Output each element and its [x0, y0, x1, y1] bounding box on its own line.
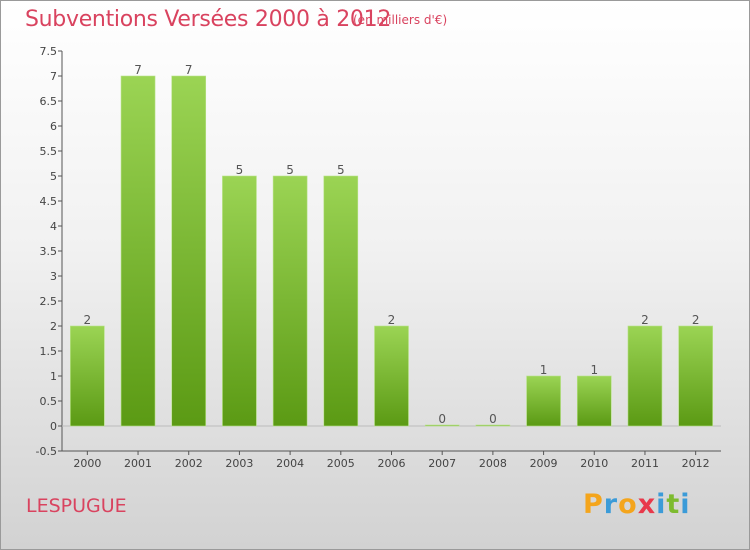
x-tick-label: 2002 — [175, 457, 203, 470]
bar — [272, 175, 308, 427]
bar — [171, 75, 207, 427]
y-tick-label: 6.5 — [40, 95, 58, 108]
bar — [323, 175, 359, 427]
logo-letter: o — [618, 489, 638, 520]
y-tick-label: 0.5 — [40, 395, 58, 408]
bar — [222, 175, 257, 427]
y-tick-label: 1 — [50, 370, 57, 383]
bar — [475, 424, 511, 427]
bar — [374, 325, 409, 427]
bar — [526, 375, 561, 427]
logo-letter: i — [680, 489, 691, 520]
bar-value-label: 7 — [134, 63, 142, 77]
chart-subtitle: (en milliers d'€) — [353, 13, 448, 27]
y-tick-label: -0.5 — [36, 445, 57, 458]
x-tick-label: 2011 — [631, 457, 659, 470]
chart-axes: -0.5 0 0.5 1 1.5 2 2.5 3 3.5 4 4.5 5 5.5 6 6.5 7 7.5 2000… — [36, 45, 721, 470]
bar-value-label: 1 — [590, 363, 598, 377]
logo-letter: t — [666, 489, 681, 520]
y-tick-label: 5.5 — [40, 145, 58, 158]
y-tick-label: 3 — [50, 270, 57, 283]
x-tick-label: 2010 — [580, 457, 608, 470]
y-tick-label: 4 — [50, 220, 57, 233]
x-tick-label: 2009 — [530, 457, 558, 470]
bar-value-label: 2 — [692, 313, 700, 327]
x-tick-label: 2007 — [428, 457, 456, 470]
bar-value-label: 7 — [185, 63, 193, 77]
bar-value-label: 5 — [337, 163, 345, 177]
y-tick-label: 5 — [50, 170, 57, 183]
bar — [424, 424, 460, 427]
x-tick-label: 2006 — [378, 457, 406, 470]
bar — [627, 325, 663, 427]
x-tick-label: 2005 — [327, 457, 355, 470]
logo-letter: P — [583, 489, 604, 520]
y-tick-label: 6 — [50, 120, 57, 133]
bar-value-label: 5 — [236, 163, 244, 177]
bar-value-label: 0 — [489, 412, 497, 426]
bar-value-label: 0 — [438, 412, 446, 426]
bar — [120, 75, 156, 427]
x-tick-label: 2001 — [124, 457, 152, 470]
y-tick-label: 7 — [50, 70, 57, 83]
x-tick-label: 2004 — [276, 457, 304, 470]
chart-title: Subventions Versées 2000 à 2012 — [25, 7, 392, 32]
bar-value-label: 2 — [388, 313, 396, 327]
x-tick-label: 2008 — [479, 457, 507, 470]
bar — [678, 325, 713, 427]
x-tick-label: 2003 — [225, 457, 253, 470]
x-tick-label: 2012 — [682, 457, 710, 470]
bar-value-label: 5 — [286, 163, 294, 177]
logo-letter: r — [603, 489, 619, 520]
y-tick-label: 2.5 — [40, 295, 58, 308]
logo-letter: i — [656, 489, 667, 520]
bar-value-label: 2 — [641, 313, 649, 327]
chart-bars: 2 7 7 5 5 5 2 0 0 1 1 2 2 — [70, 63, 713, 427]
bar-value-label: 1 — [540, 363, 548, 377]
bar — [70, 325, 105, 427]
bar — [576, 375, 612, 427]
logo-letter: x — [637, 489, 657, 520]
commune-name: LESPUGUE — [26, 495, 127, 517]
y-tick-label: 2 — [50, 320, 57, 333]
proxiti-logo: Proxiti — [583, 489, 691, 520]
y-tick-label: 1.5 — [40, 345, 58, 358]
y-tick-label: 7.5 — [40, 45, 58, 58]
y-tick-label: 3.5 — [40, 245, 58, 258]
bar-value-label: 2 — [84, 313, 92, 327]
y-tick-label: 4.5 — [40, 195, 58, 208]
y-tick-label: 0 — [50, 420, 57, 433]
x-tick-label: 2000 — [73, 457, 101, 470]
